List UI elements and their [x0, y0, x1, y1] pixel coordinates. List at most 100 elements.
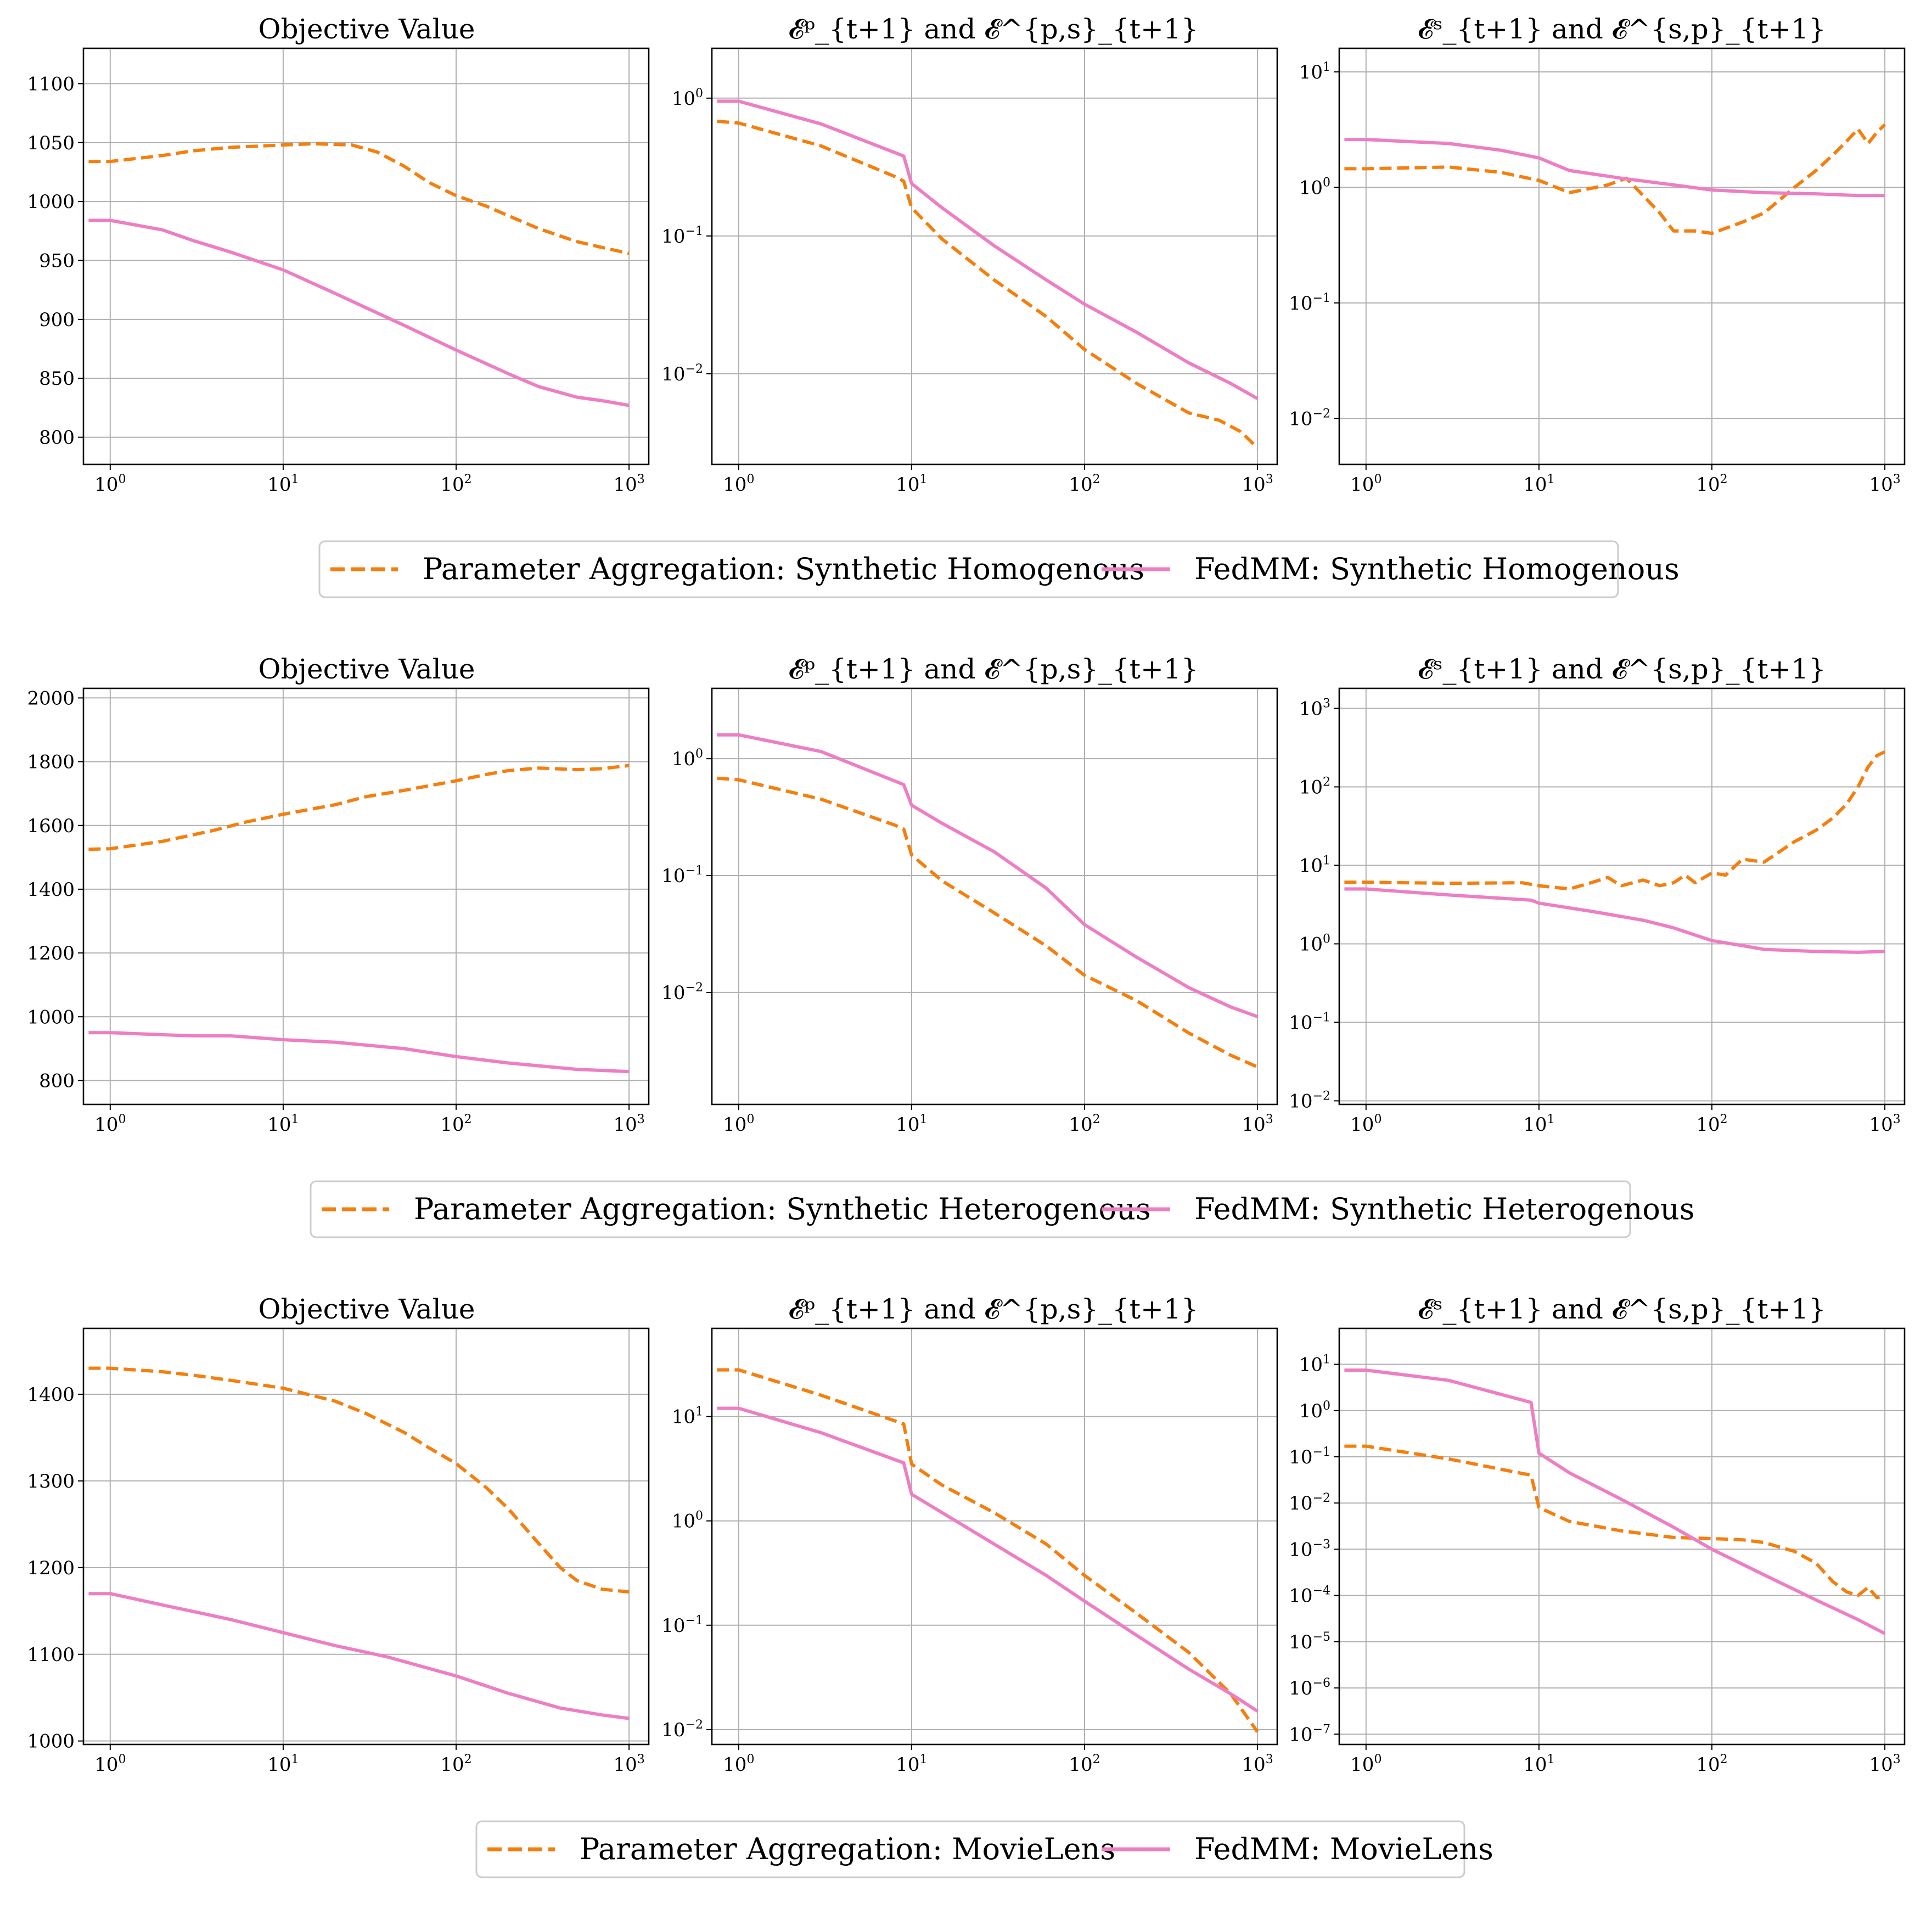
series-line-fedmm [88, 218, 630, 407]
plot-area: 100 101 102 103 10−2 10−1 100 101 [1289, 47, 1906, 496]
x-tick-label: 103 [1869, 1753, 1900, 1776]
y-tick-label: 1000 [27, 1006, 75, 1028]
panel-title: 𝓔ˢ_{t+1} and 𝓔^{s,p}_{t+1} [1418, 1293, 1826, 1325]
y-tick-label: 101 [672, 1405, 703, 1428]
panel-title: 𝓔ˢ_{t+1} and 𝓔^{s,p}_{t+1} [1418, 13, 1826, 45]
y-tick-label: 102 [1299, 775, 1330, 798]
series-line-fedmm [1344, 887, 1885, 954]
x-tick-label: 103 [613, 473, 644, 496]
y-tick-label: 1100 [27, 73, 75, 95]
x-tick-label: 100 [1350, 473, 1381, 496]
plot-area: 100 101 102 103 1000 1100 1200 1300 1400 [27, 1327, 650, 1776]
y-tick-label: 10−1 [661, 864, 703, 887]
x-tick-label: 100 [723, 473, 754, 496]
series-line-fedmm [717, 733, 1259, 1018]
x-tick-label: 100 [94, 1753, 126, 1776]
axes-frame [1338, 47, 1906, 465]
axes-frame [82, 1327, 650, 1746]
y-tick-label: 10−3 [1289, 1538, 1330, 1561]
y-tick-label: 10−1 [661, 1614, 703, 1637]
x-tick-label: 100 [94, 1113, 126, 1136]
legend-row3: Parameter Aggregation: MovieLens FedMM: … [475, 1820, 1493, 1878]
y-tick-label: 1400 [27, 1384, 75, 1406]
y-tick-label: 10−2 [1289, 407, 1330, 430]
panel-title: 𝓔ᵖ_{t+1} and 𝓔^{p,s}_{t+1} [788, 13, 1198, 45]
panel-row2-error-p: 𝓔ᵖ_{t+1} and 𝓔^{p,s}_{t+1} 100 101 102 1031… [661, 653, 1278, 1136]
series-line-parameter-aggregation [88, 1366, 630, 1594]
x-tick-label: 103 [613, 1753, 644, 1776]
y-tick-label: 100 [1299, 932, 1330, 955]
plot-area: 100 101 102 103 800 1000 1200 1400 1600 1800 2000 [27, 687, 650, 1136]
panel-title: 𝓔ˢ_{t+1} and 𝓔^{s,p}_{t+1} [1418, 653, 1826, 685]
panel-row2-objective: Objective Value 100 101 102 103800100012001… [27, 653, 650, 1136]
series-line-parameter-aggregation [717, 776, 1259, 1069]
x-tick-label: 100 [1350, 1753, 1381, 1776]
series-line-parameter-aggregation [717, 119, 1259, 450]
x-tick-label: 103 [613, 1113, 644, 1136]
x-tick-label: 102 [1696, 1753, 1727, 1776]
x-tick-label: 101 [896, 1753, 927, 1776]
x-tick-label: 102 [1069, 473, 1100, 496]
y-tick-label: 1800 [27, 751, 75, 773]
y-tick-label: 10−1 [1289, 1445, 1330, 1468]
legend-label-pa: Parameter Aggregation: Synthetic Homogen… [423, 552, 1144, 586]
plot-area: 100 101 102 103 800 850 900 950 1000 1050 1100 [27, 47, 650, 496]
x-tick-label: 100 [723, 1753, 754, 1776]
panel-title: Objective Value [258, 1293, 475, 1325]
x-tick-label: 103 [1242, 473, 1273, 496]
series-line-parameter-aggregation [1344, 1444, 1885, 1600]
y-tick-label: 2000 [27, 687, 75, 709]
axes-frame [82, 687, 650, 1106]
panel-title: 𝓔ᵖ_{t+1} and 𝓔^{p,s}_{t+1} [788, 1293, 1198, 1325]
legend-box [475, 1820, 1465, 1878]
x-tick-label: 103 [1242, 1753, 1273, 1776]
panel-row2-error-s: 𝓔ˢ_{t+1} and 𝓔^{s,p}_{t+1} 100 101 102 103 1… [1289, 653, 1906, 1136]
y-tick-label: 10−6 [1289, 1676, 1330, 1699]
legend-label-pa: Parameter Aggregation: Synthetic Heterog… [414, 1192, 1151, 1226]
plot-area: 100 101 102 103 10−7 10−6 10−5 10−4 10−3 10−2 10−1… [1289, 1327, 1906, 1776]
legend-label-pa: Parameter Aggregation: MovieLens [580, 1832, 1115, 1866]
y-tick-label: 800 [39, 1070, 75, 1092]
series-line-parameter-aggregation [1344, 750, 1886, 891]
x-tick-label: 101 [896, 1113, 927, 1136]
series-line-parameter-aggregation [88, 142, 630, 255]
x-tick-label: 103 [1869, 473, 1900, 496]
y-tick-label: 101 [1299, 1353, 1330, 1376]
x-tick-label: 101 [1523, 1113, 1554, 1136]
legend-box [318, 540, 1619, 598]
series-line-fedmm [1344, 138, 1885, 198]
x-tick-label: 103 [1869, 1113, 1900, 1136]
y-tick-label: 1000 [27, 191, 75, 213]
y-tick-label: 100 [672, 1510, 703, 1533]
series-line-parameter-aggregation [88, 764, 630, 851]
x-tick-label: 102 [440, 473, 471, 496]
series-line-fedmm [88, 1031, 630, 1074]
y-tick-label: 10−2 [661, 981, 703, 1004]
y-tick-label: 1200 [27, 1557, 75, 1579]
y-tick-label: 10−2 [661, 1718, 703, 1741]
y-tick-label: 10−2 [1289, 1491, 1330, 1514]
y-tick-label: 100 [672, 87, 703, 110]
y-tick-label: 10−4 [1289, 1584, 1330, 1607]
legend-label-fedmm: FedMM: Synthetic Homogenous [1194, 552, 1680, 586]
x-tick-label: 102 [440, 1753, 471, 1776]
x-tick-label: 102 [440, 1113, 471, 1136]
axes-frame [82, 47, 650, 465]
y-tick-label: 950 [39, 250, 75, 272]
series-line-fedmm [88, 1592, 630, 1720]
y-tick-label: 1200 [27, 942, 75, 964]
axes-frame [711, 47, 1278, 465]
x-tick-label: 102 [1696, 473, 1727, 496]
axes-frame [1338, 1327, 1906, 1746]
panel-row1-objective: Objective Value 100 101 102 103 800 850 900 950… [27, 13, 650, 496]
axes-frame [711, 1327, 1278, 1746]
panel-row3-objective: Objective Value 100 101 102 103 1000 1100 1200… [27, 1293, 650, 1776]
series-line-parameter-aggregation [717, 1368, 1259, 1733]
y-tick-label: 10−1 [1289, 1011, 1330, 1034]
y-tick-label: 103 [1299, 697, 1330, 720]
panel-title: 𝓔ᵖ_{t+1} and 𝓔^{p,s}_{t+1} [788, 653, 1198, 685]
panel-title: Objective Value [258, 13, 475, 45]
y-tick-label: 101 [1299, 854, 1330, 877]
x-tick-label: 100 [1350, 1113, 1381, 1136]
